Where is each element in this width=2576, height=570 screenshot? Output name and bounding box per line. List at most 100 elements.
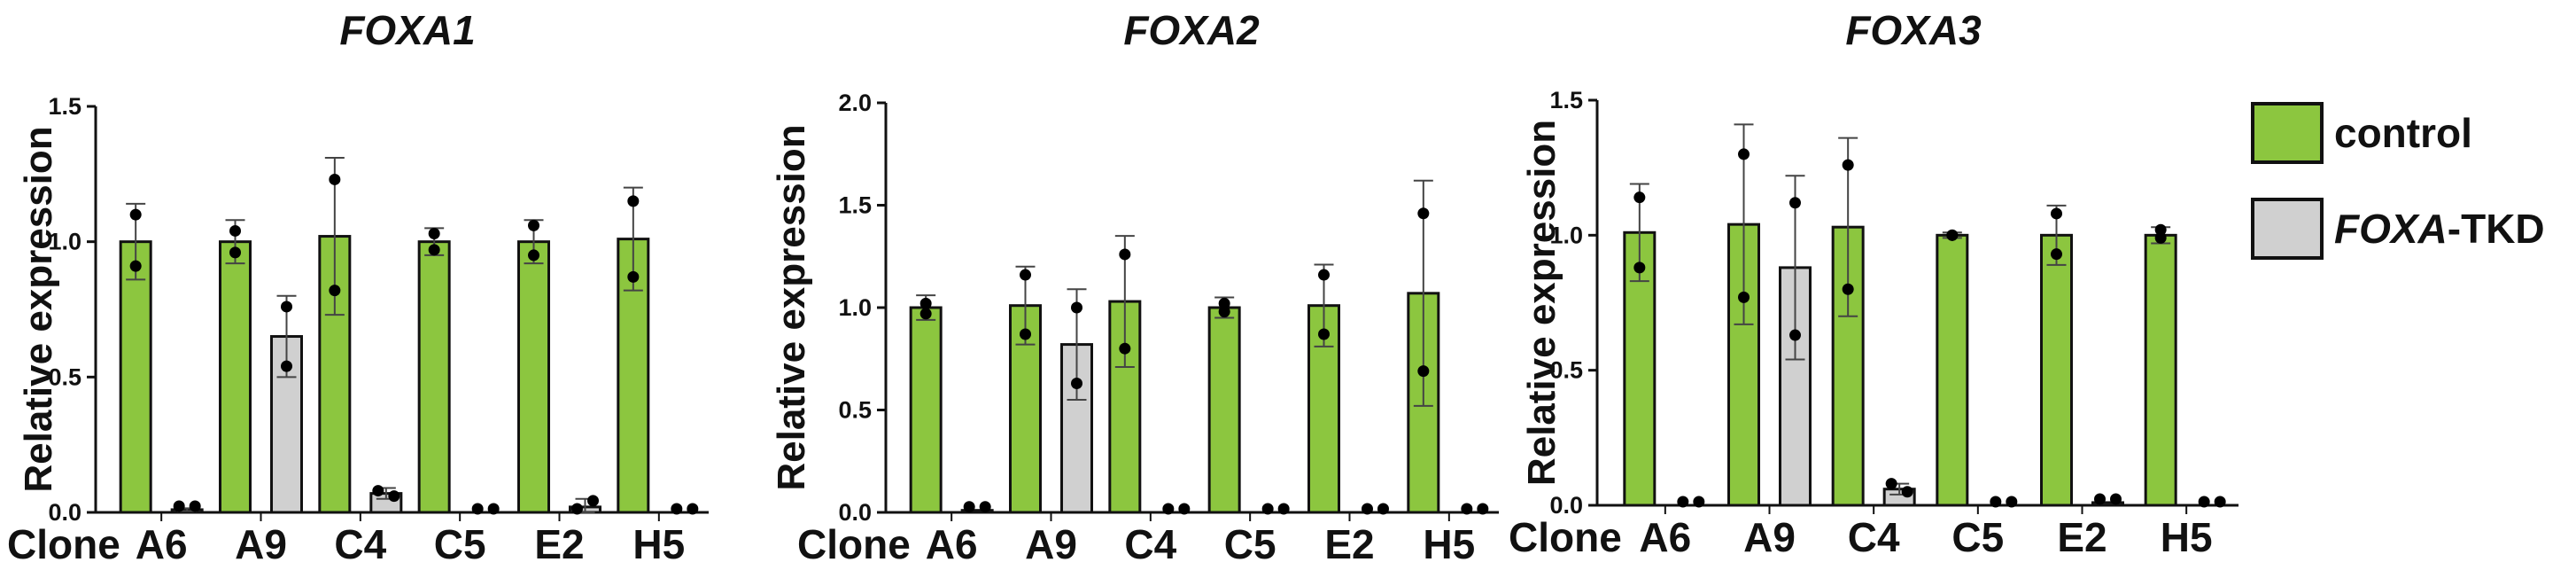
data-point	[919, 308, 932, 320]
legend-label-plain-part: -TKD	[2448, 206, 2545, 252]
y-tick-label: 1.5	[838, 192, 872, 219]
legend-label-italic-part: FOXA	[2334, 206, 2448, 252]
chart-panel-foxa1: FOXA1 Relative expression 0.0 0.5 1.0 1.5 Clon…	[7, 7, 709, 567]
x-tick-label: A9	[1025, 521, 1077, 567]
data-point	[1789, 329, 1801, 341]
y-tick-label: 0.5	[48, 363, 81, 390]
data-point	[1738, 148, 1750, 160]
data-point	[229, 224, 241, 237]
x-axis-label: Clone	[1509, 514, 1622, 560]
data-point	[281, 301, 292, 313]
data-point	[627, 195, 640, 207]
control-bar-c5	[1207, 306, 1241, 514]
data-point	[1885, 478, 1897, 490]
x-tick-label: A6	[926, 521, 978, 567]
chart-panel-foxa3: FOXA3 Relative expression 0.0 0.5 1.0 1.5 Clon…	[1509, 7, 2238, 560]
data-point	[2154, 223, 2167, 236]
legend-item-control: control	[2251, 102, 2472, 164]
y-tick-label: 1.0	[48, 229, 81, 255]
x-tick-label: C5	[1951, 514, 2004, 560]
data-point	[671, 503, 683, 515]
data-point	[979, 501, 991, 513]
data-point	[2198, 496, 2210, 508]
data-point	[1178, 503, 1191, 515]
data-point	[2154, 231, 2167, 244]
legend: control FOXA-TKD	[2251, 102, 2545, 260]
legend-swatch-treatment	[2251, 198, 2324, 260]
data-point	[1377, 503, 1389, 515]
data-point	[1362, 503, 1373, 515]
x-axis-label: Clone	[797, 521, 911, 567]
control-bar-a9	[219, 240, 252, 514]
x-tick-label: C5	[1224, 521, 1276, 567]
x-tick-label: A9	[1743, 514, 1796, 560]
data-point	[1738, 291, 1750, 303]
data-point	[1633, 262, 1646, 274]
tkd-bar-e2	[2091, 501, 2124, 507]
y-axis-label: Relative expression	[17, 126, 60, 492]
data-point	[1020, 269, 1031, 281]
data-point	[471, 503, 484, 515]
control-bar-a6	[909, 306, 943, 514]
control-bar-h5	[2144, 233, 2177, 507]
data-point	[687, 503, 699, 515]
data-point	[1318, 269, 1330, 281]
chart-panel-foxa2: FOXA2 Relative expression 0.0 0.5 1.0 1.5 2.0 C…	[770, 7, 1499, 567]
x-tick-label: C4	[1848, 514, 1900, 560]
data-point	[1417, 365, 1430, 378]
data-point	[1461, 503, 1473, 515]
data-point	[1693, 496, 1705, 508]
data-point	[372, 485, 384, 497]
y-tick-label: 1.0	[1549, 222, 1583, 248]
data-point	[1277, 503, 1290, 515]
y-tick-label: 2.0	[838, 90, 872, 116]
control-bar-e2	[2040, 233, 2073, 507]
x-tick-label: C4	[334, 521, 386, 567]
data-point	[173, 500, 185, 512]
data-point	[189, 500, 201, 512]
data-point	[963, 501, 975, 513]
data-point	[1990, 496, 2002, 508]
data-point	[1162, 503, 1175, 515]
chart-title: FOXA1	[339, 7, 475, 53]
data-point	[1789, 197, 1801, 209]
data-point	[129, 260, 142, 272]
data-point	[1633, 191, 1646, 204]
x-tick-label: H5	[2161, 514, 2213, 560]
y-tick-label: 0.0	[838, 499, 872, 526]
control-bar-c5	[1936, 233, 1969, 507]
chart-panels: FOXA1 Relative expression 0.0 0.5 1.0 1.5 Clon…	[7, 7, 2238, 567]
y-tick-label: 1.5	[1549, 87, 1583, 113]
control-bar-a6	[119, 240, 152, 514]
y-tick-label: 0.5	[838, 397, 872, 424]
data-point	[1218, 306, 1230, 318]
data-point	[1071, 377, 1082, 389]
data-point	[1318, 328, 1330, 340]
data-point	[627, 270, 640, 283]
data-point	[129, 208, 142, 221]
y-tick-label: 1.0	[838, 294, 872, 321]
data-point	[1119, 248, 1131, 261]
x-tick-label: H5	[632, 521, 685, 567]
data-point	[329, 285, 341, 297]
x-tick-label: E2	[534, 521, 584, 567]
control-bar-c5	[417, 240, 451, 514]
data-point	[428, 228, 440, 240]
data-point	[528, 249, 539, 262]
data-point	[281, 360, 292, 372]
data-point	[1020, 328, 1031, 340]
legend-label-plain-part: control	[2334, 110, 2472, 156]
x-tick-label: A6	[1639, 514, 1691, 560]
legend-label-treatment: FOXA-TKD	[2334, 206, 2545, 252]
data-point	[2214, 496, 2226, 508]
data-point	[587, 495, 599, 507]
tkd-bar-a6	[960, 509, 994, 514]
data-point	[1119, 342, 1131, 355]
data-point	[2094, 493, 2106, 505]
x-tick-label: A9	[235, 521, 287, 567]
data-point	[229, 246, 241, 259]
data-point	[571, 503, 583, 515]
data-point	[329, 173, 341, 185]
chart-title: FOXA2	[1123, 7, 1260, 53]
